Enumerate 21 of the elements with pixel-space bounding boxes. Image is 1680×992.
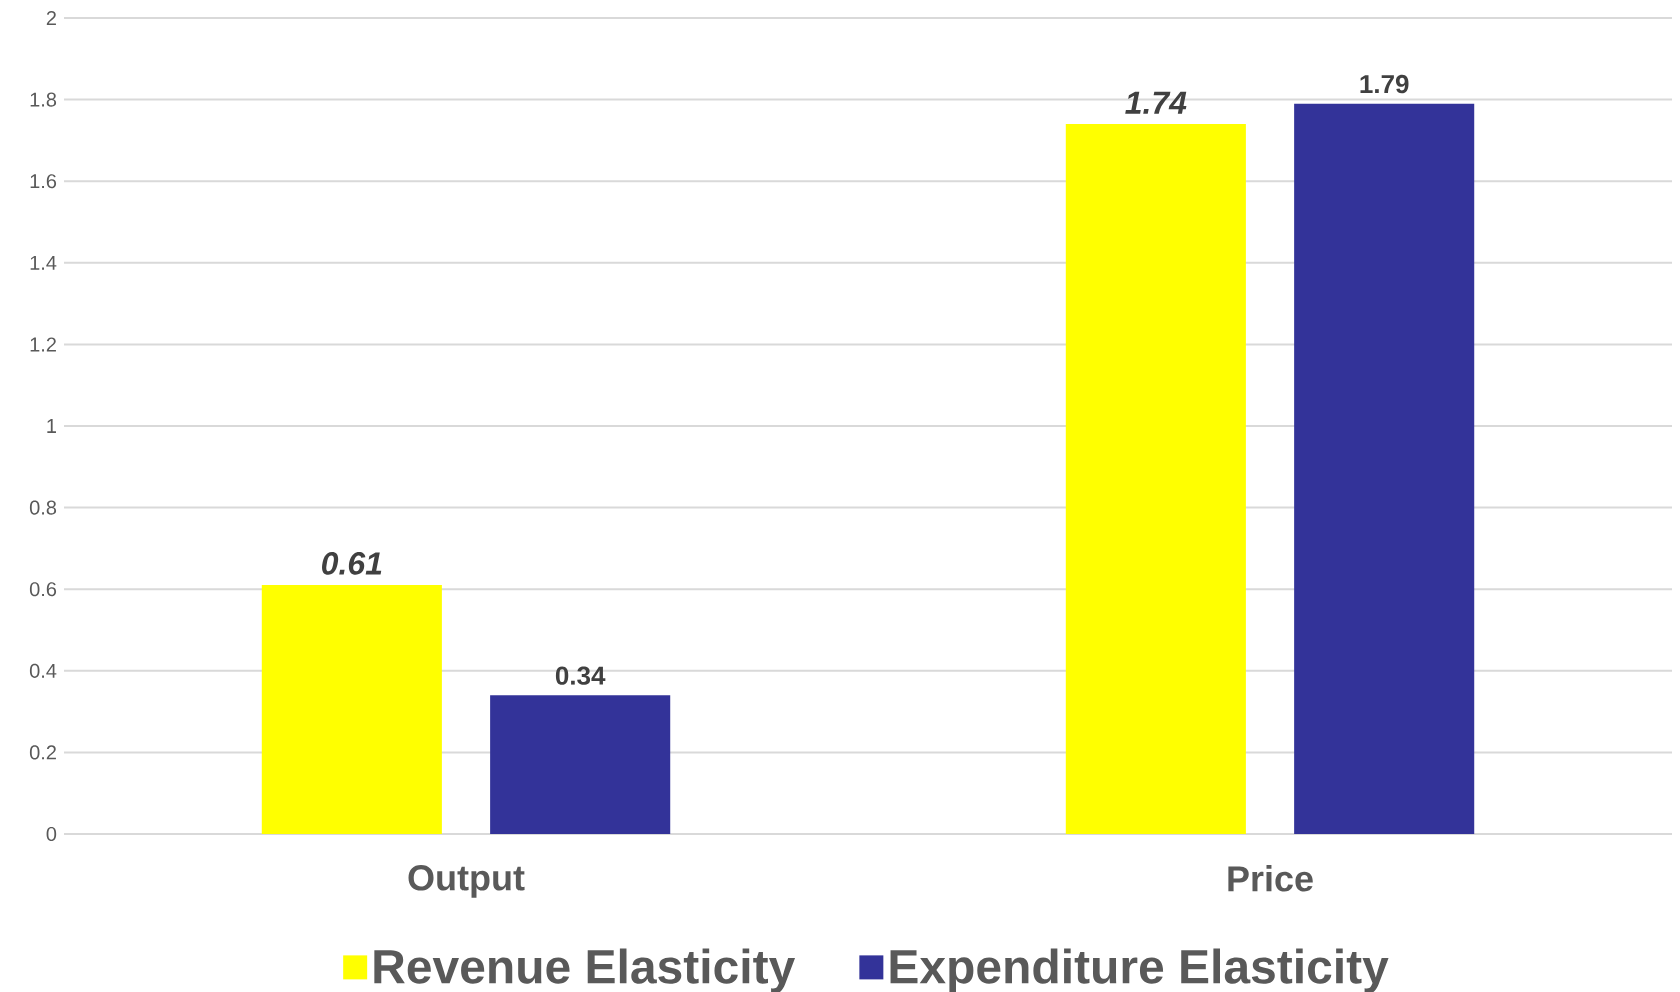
y-tick-label: 0.6 (29, 582, 57, 597)
data-label: 0.34 (555, 666, 606, 685)
y-tick-label: 0 (46, 826, 57, 842)
data-label: 1.79 (1360, 74, 1409, 94)
data-label: 0.61 (322, 552, 382, 575)
bar (1065, 124, 1246, 834)
y-tick-label: 1.8 (30, 92, 57, 107)
x-tick-label: Price (1228, 865, 1313, 892)
y-tick-label: 1 (47, 419, 56, 433)
bar (261, 585, 442, 834)
data-label: 1.74 (1125, 91, 1187, 114)
y-tick-label: 0.4 (29, 663, 57, 678)
y-tick-label: 2 (46, 11, 56, 25)
x-tick-label: Output (408, 865, 525, 898)
bar (490, 695, 671, 834)
bar (1294, 103, 1475, 834)
y-tick-label: 0.8 (29, 500, 57, 515)
y-tick-label: 0.2 (29, 745, 56, 760)
y-tick-label: 1.4 (30, 255, 57, 270)
y-tick-label: 1.6 (30, 174, 57, 189)
y-tick-label: 1.2 (30, 337, 56, 352)
